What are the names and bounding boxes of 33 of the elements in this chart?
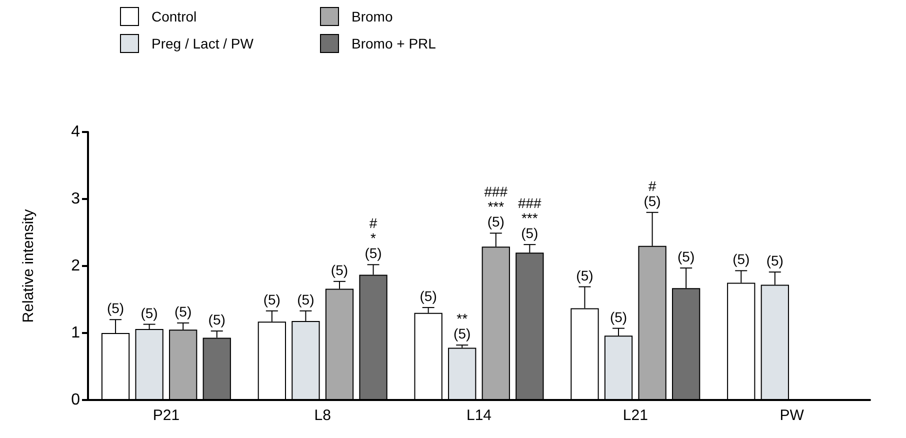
annotation: (5)	[678, 248, 695, 265]
annotation: (5)	[766, 252, 784, 269]
annotation: (5)	[610, 308, 628, 325]
legend-label: Bromo	[352, 8, 393, 24]
annotation: ** (5)	[454, 310, 471, 342]
legend-label: Preg / Lact / PW	[152, 36, 254, 52]
annotation: (5)	[140, 304, 158, 321]
y-tick-label: 2	[71, 258, 80, 274]
annotation: (5)	[732, 251, 750, 268]
annotation: (5)	[263, 291, 280, 308]
x-tick-label: L21	[622, 407, 648, 424]
annotation: ### *** (5)	[518, 195, 542, 242]
y-tick-label: 1	[71, 324, 80, 342]
annotation: # (5)	[644, 178, 661, 209]
y-tick-label: 4	[71, 124, 80, 140]
annotation: (5)	[208, 311, 226, 328]
annotation: (5)	[106, 300, 124, 316]
x-tick-label: P21	[152, 407, 180, 424]
annotation: (5)	[297, 291, 314, 308]
annotation: (5)	[174, 303, 192, 320]
x-tick-label: L14	[466, 407, 492, 424]
legend-label: Control	[152, 8, 197, 24]
annotation: (5)	[420, 288, 437, 304]
annotation: ### *** (5)	[484, 184, 508, 230]
y-tick-label: 0	[71, 392, 80, 408]
y-tick-label: 3	[71, 190, 80, 208]
annotation: (5)	[330, 262, 348, 278]
y-axis-title: Relative intensity	[20, 208, 37, 323]
annotation: (5)	[576, 267, 594, 284]
annotation: # * (5)	[364, 215, 382, 262]
x-tick-label: L8	[314, 407, 331, 424]
legend-label: Bromo + PRL	[352, 36, 436, 52]
x-tick-label: PW	[780, 407, 805, 424]
